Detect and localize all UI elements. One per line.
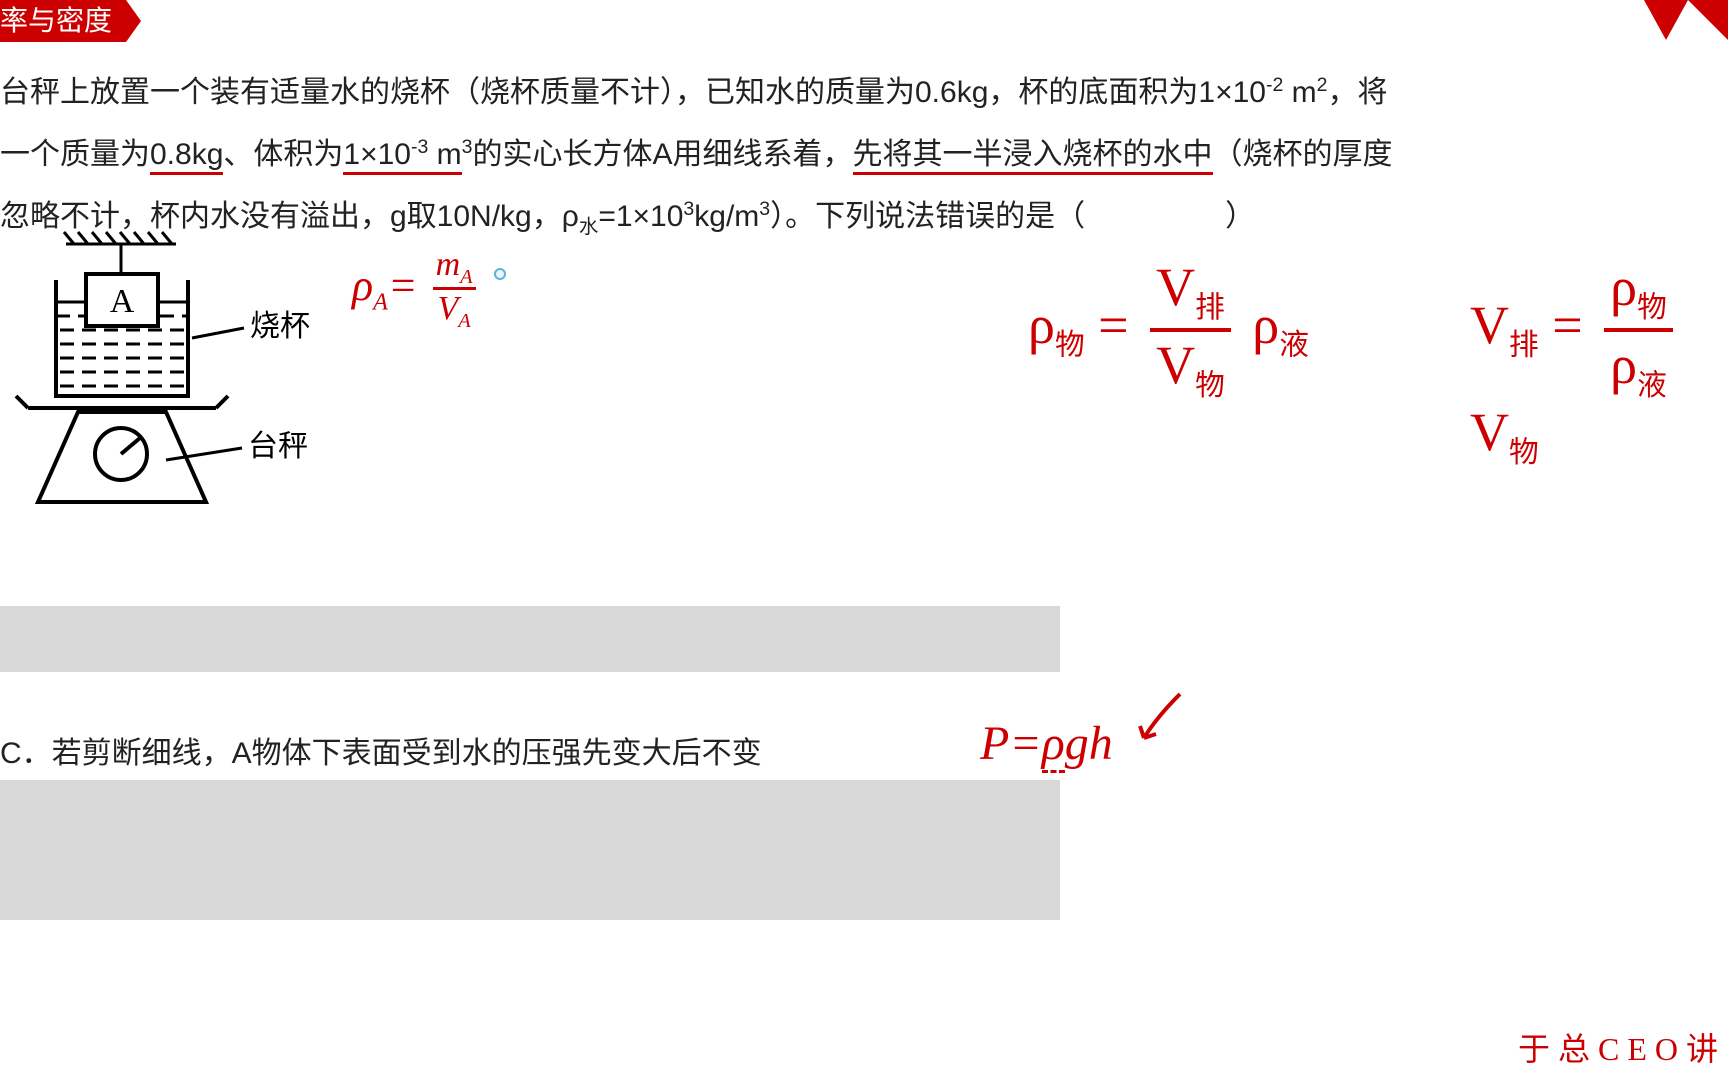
p-l3e: ） [1225, 200, 1255, 233]
beaker-label: 烧杯 [250, 310, 310, 343]
p-l3sub1: 水 [579, 216, 599, 238]
p-l1s2: 2 [1317, 74, 1328, 96]
p-l1a: 台秤上放置一个装有适量水的烧杯（烧杯质量不计），已知水的质量为0.6kg，杯的底… [0, 76, 1266, 109]
p-l2u2: 1×10-3 m [343, 138, 461, 175]
p-l3a: 忽略不计，杯内水没有溢出，g取10N/kg，ρ [0, 200, 579, 233]
equation-density: ρ物 = V排 V物 ρ液 [1028, 260, 1309, 401]
p-l2u2s2: 3 [462, 136, 473, 158]
chapter-title: 率与密度 [0, 5, 112, 36]
p-l3b: =1×10 [598, 200, 683, 233]
p-l3sup1: 3 [683, 198, 694, 220]
p-l2u3: 先将其一半浸入烧杯的水中 [853, 138, 1213, 175]
p-l2b: 、体积为 [223, 138, 343, 171]
hidden-option [0, 780, 1060, 920]
option-c: C．若剪断细线，A物体下表面受到水的压强先变大后不变 [0, 720, 770, 780]
density-annotation: ρA= mA VA [352, 248, 476, 331]
pressure-annotation: P=ρgh [980, 716, 1113, 771]
chapter-tab: 率与密度 [0, 0, 126, 42]
arrow-annotation [1136, 690, 1196, 750]
p-l2u1: 0.8kg [150, 138, 223, 175]
corner-decoration [1688, 0, 1728, 40]
p-l3d: ）。下列说法错误的是（ [770, 200, 1085, 233]
p-l2a: 一个质量为 [0, 138, 150, 171]
scale-label: 台秤 [248, 430, 308, 463]
corner-decoration-2 [1644, 0, 1688, 40]
hidden-option [0, 606, 1060, 672]
physics-diagram: A 烧杯 台秤 [6, 230, 336, 530]
p-l2c: 的实心长方体A用细线系着， [473, 138, 853, 171]
equation-volume: V排 = ρ物 ρ液 V物 [1470, 260, 1728, 471]
p-l2d: （烧杯的厚度 [1213, 138, 1393, 171]
cursor-indicator [494, 268, 506, 280]
signature: 于 总 C E O 讲 [1518, 1024, 1718, 1070]
problem-text: 台秤上放置一个装有适量水的烧杯（烧杯质量不计），已知水的质量为0.6kg，杯的底… [0, 58, 1720, 254]
p-l3c: kg/m [694, 200, 759, 233]
p-l3sup2: 3 [759, 198, 770, 220]
p-l1b: m [1283, 76, 1316, 109]
p-l1c: ，将 [1328, 76, 1388, 109]
block-label: A [110, 283, 135, 320]
p-l1s1: -2 [1266, 74, 1283, 96]
